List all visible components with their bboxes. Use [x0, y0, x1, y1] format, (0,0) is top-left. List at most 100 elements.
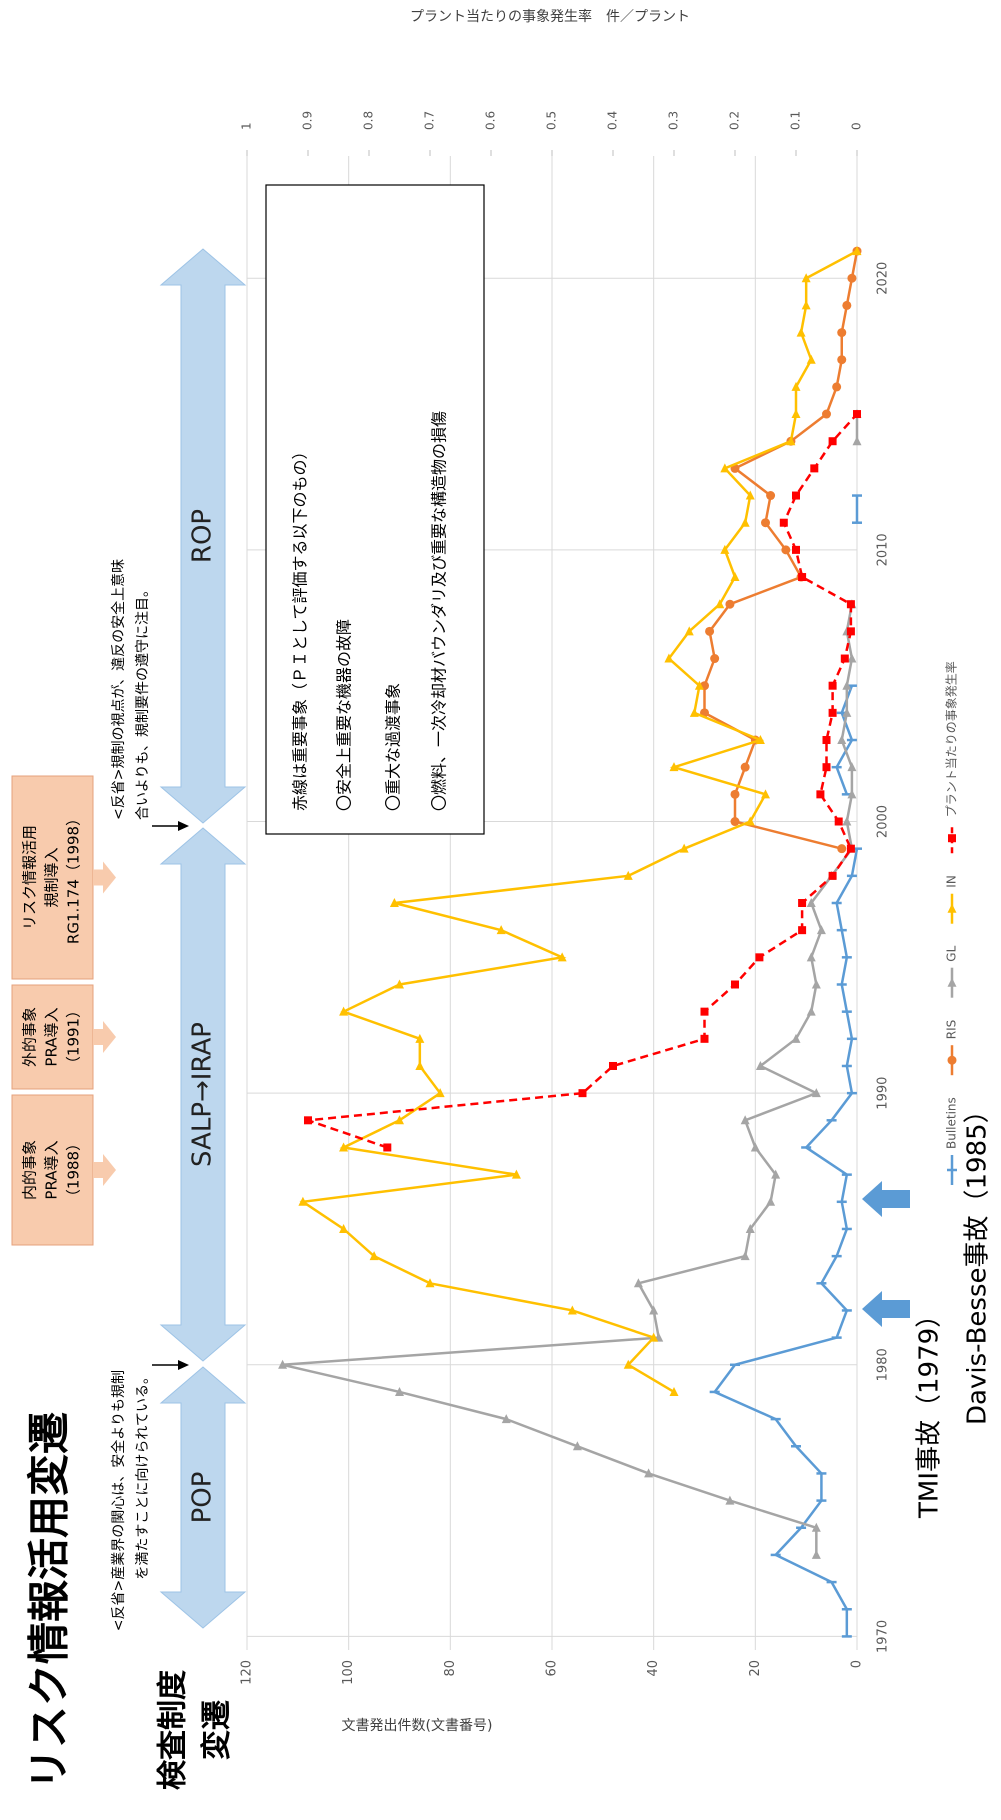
regime-arrow: [159, 827, 247, 1362]
data-point: [834, 817, 843, 826]
data-point: [745, 816, 755, 826]
data-point: [811, 1088, 821, 1098]
y2-tick-label: 0.7: [423, 111, 437, 130]
data-point: [649, 1305, 659, 1315]
data-point: [755, 1060, 765, 1070]
data-point: [339, 1142, 349, 1152]
data-point: [679, 843, 689, 853]
data-point: [761, 518, 770, 528]
regime-arrow: [159, 1366, 247, 1629]
data-point: [791, 381, 801, 391]
data-point: [633, 1278, 643, 1288]
data-point: [792, 545, 800, 554]
data-point: [806, 952, 816, 962]
data-point: [847, 653, 857, 663]
note-text: 〇重大な過渡事象: [384, 683, 403, 811]
data-point: [700, 1034, 709, 1043]
data-point: [649, 1332, 659, 1342]
data-point: [578, 1089, 587, 1098]
data-point: [811, 1549, 821, 1559]
data-point: [801, 300, 811, 310]
data-point: [730, 789, 740, 799]
y-tick-label: 120: [240, 1660, 255, 1685]
rotated-frame: リスク情報活用変遷 検査制度 変遷 0 20 40 60 80 100 120 0 0.1 0.2 0.3…: [11, 111, 993, 1790]
y2-tick-label: 0.2: [728, 111, 742, 130]
data-point: [745, 1223, 755, 1233]
data-point: [847, 273, 857, 283]
data-point: [822, 736, 831, 745]
series-line: [712, 495, 859, 1637]
data-point: [840, 654, 849, 663]
data-point: [828, 871, 837, 880]
data-point: [395, 979, 404, 989]
data-point: [846, 600, 855, 609]
y2-tick-label: 1: [240, 122, 254, 130]
data-point: [715, 599, 725, 609]
note-text: 〇安全上重要な機器の故障: [335, 619, 354, 811]
data-point: [415, 1060, 425, 1070]
data-point: [278, 1359, 288, 1369]
data-point: [684, 626, 694, 636]
y2-tick-label: 0.1: [789, 111, 803, 130]
data-point: [383, 1143, 392, 1152]
regime-label: ROP: [188, 509, 218, 563]
data-point: [339, 1223, 349, 1233]
data-point: [798, 573, 807, 582]
data-point: [853, 410, 861, 419]
reflection-note: を満たすことに向けられている。: [135, 1370, 151, 1580]
y2-tick-label: 0.4: [606, 111, 620, 130]
data-point: [730, 817, 740, 827]
data-point: [816, 790, 825, 799]
data-point: [669, 762, 679, 772]
pra-box-text: PRA導入: [43, 1007, 61, 1066]
regime-label: SALP→IRAP: [188, 1022, 218, 1167]
event-label: TMI事故（1979）: [915, 1302, 945, 1519]
reflection-note: <反省>産業界の関心は、安全よりも規制: [110, 1370, 127, 1631]
data-point: [369, 1251, 379, 1261]
data-point: [567, 1305, 577, 1315]
note-text: 〇燃料、一次冷却材バウンダリ及び重要な構造物の損傷: [430, 411, 449, 811]
data-point: [689, 707, 699, 717]
y-tick-label: 80: [443, 1660, 458, 1677]
data-point: [415, 1033, 425, 1043]
x-tick-label: 2000: [876, 805, 891, 838]
data-point: [750, 1142, 760, 1152]
legend-label: プラント当たりの事象発生率: [944, 661, 959, 817]
data-point: [798, 899, 807, 907]
data-point: [791, 409, 801, 419]
data-point: [786, 436, 796, 446]
data-point: [852, 436, 862, 446]
data-point: [842, 816, 852, 826]
data-point: [806, 898, 816, 907]
data-point: [740, 1115, 750, 1125]
pra-box-text: （1991）: [65, 1003, 83, 1071]
reflection-note: <反省>規制の視点が、違反の安全上意味: [110, 559, 127, 820]
data-point: [435, 1088, 445, 1098]
data-point: [720, 463, 730, 473]
data-point: [801, 273, 811, 283]
page-title: リスク情報活用変遷: [25, 1412, 74, 1790]
data-point: [304, 1116, 312, 1125]
y2-axis-title: プラント当たりの事象発生率 件／プラント: [410, 8, 690, 25]
data-point: [395, 1386, 404, 1396]
data-point: [822, 763, 831, 772]
data-point: [298, 1196, 308, 1206]
data-point: [755, 953, 764, 962]
data-point: [740, 762, 750, 772]
data-point: [664, 653, 674, 663]
x-tick-label: 1970: [876, 1620, 891, 1653]
y2-tick-label: 0.3: [667, 111, 681, 130]
data-point: [806, 1006, 816, 1016]
note-text: 赤線は重要事象（ＰＩとして評価する以下のもの）: [291, 443, 310, 811]
pra-chevron: [93, 861, 116, 894]
data-point: [852, 246, 862, 256]
data-point: [700, 1007, 709, 1016]
x-tick-label: 1980: [876, 1348, 891, 1381]
y2-tick-label: 0.9: [301, 111, 315, 130]
data-point: [623, 1359, 633, 1369]
y-tick-label: 60: [545, 1660, 560, 1677]
data-point: [828, 437, 837, 446]
data-point: [796, 327, 806, 337]
data-point: [761, 789, 770, 799]
data-point: [395, 1115, 404, 1125]
